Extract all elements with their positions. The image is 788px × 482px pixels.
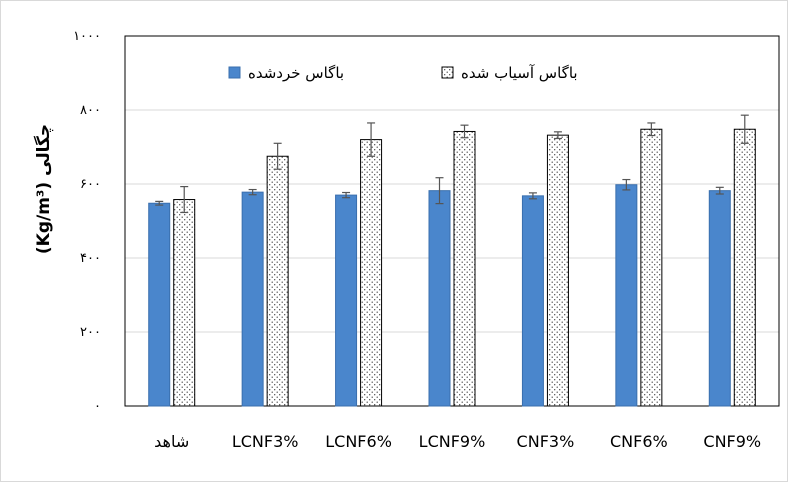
error-bar [367, 122, 376, 157]
bar-milled [266, 155, 289, 407]
plot-border [124, 35, 780, 407]
bar-milled [640, 128, 663, 407]
bar-crushed [428, 190, 451, 407]
legend-swatch [228, 66, 241, 79]
error-bar [528, 192, 537, 200]
legend-label: باگاس آسیاب شده [461, 64, 578, 82]
y-tick-label: ۱۰۰۰ [73, 29, 101, 44]
error-bar [155, 200, 164, 206]
bar-crushed [708, 190, 731, 407]
x-category-label: LCNF6% [325, 432, 392, 451]
y-axis-label: چگالی (Kg/m³) [33, 124, 54, 254]
y-tick-labels: ۰ ۲۰۰ ۴۰۰ ۶۰۰ ۸۰۰ ۱۰۰۰ [73, 29, 101, 414]
x-category-label: LCNF9% [419, 432, 486, 451]
error-bar [460, 124, 469, 139]
x-category-label: CNF3% [517, 432, 575, 451]
error-bar [180, 185, 189, 214]
error-bar [273, 142, 282, 170]
y-tick-label: ۰ [94, 399, 101, 414]
bar-milled [453, 130, 476, 407]
error-bar [740, 114, 749, 144]
x-category-label: LCNF3% [232, 432, 299, 451]
error-bar [622, 178, 631, 191]
bar-crushed [148, 202, 171, 407]
error-bar [248, 188, 257, 196]
legend-swatch [441, 66, 454, 79]
y-tick-label: ۲۰۰ [80, 325, 101, 340]
bars [148, 128, 756, 407]
bar-crushed [241, 191, 264, 407]
x-category-label: شاهد [154, 432, 189, 451]
bar-crushed [521, 195, 544, 407]
error-bar [435, 177, 444, 205]
bar-crushed [335, 194, 358, 407]
bar-milled [360, 139, 383, 407]
legend-label: باگاس خردشده [248, 64, 344, 82]
x-category-label: CNF9% [703, 432, 761, 451]
bar-crushed [615, 184, 638, 407]
legend: باگاس خردشده باگاس آسیاب شده [228, 64, 578, 82]
x-category-labels: شاهد LCNF3% LCNF6% LCNF9% CNF3% CNF6% CNF9% [154, 432, 761, 451]
error-bar [715, 186, 724, 195]
y-tick-label: ۴۰۰ [80, 251, 101, 266]
bar-milled [173, 199, 196, 407]
plot-area [124, 35, 780, 407]
bar-milled [733, 128, 756, 407]
x-category-label: CNF6% [610, 432, 668, 451]
error-bar [342, 191, 351, 199]
bar-milled [546, 134, 569, 407]
error-bars [155, 114, 749, 214]
y-tick-label: ۶۰۰ [80, 177, 101, 192]
y-tick-label: ۸۰۰ [80, 103, 101, 118]
gridlines [125, 109, 779, 333]
error-bar [647, 122, 656, 137]
error-bar [553, 131, 562, 140]
